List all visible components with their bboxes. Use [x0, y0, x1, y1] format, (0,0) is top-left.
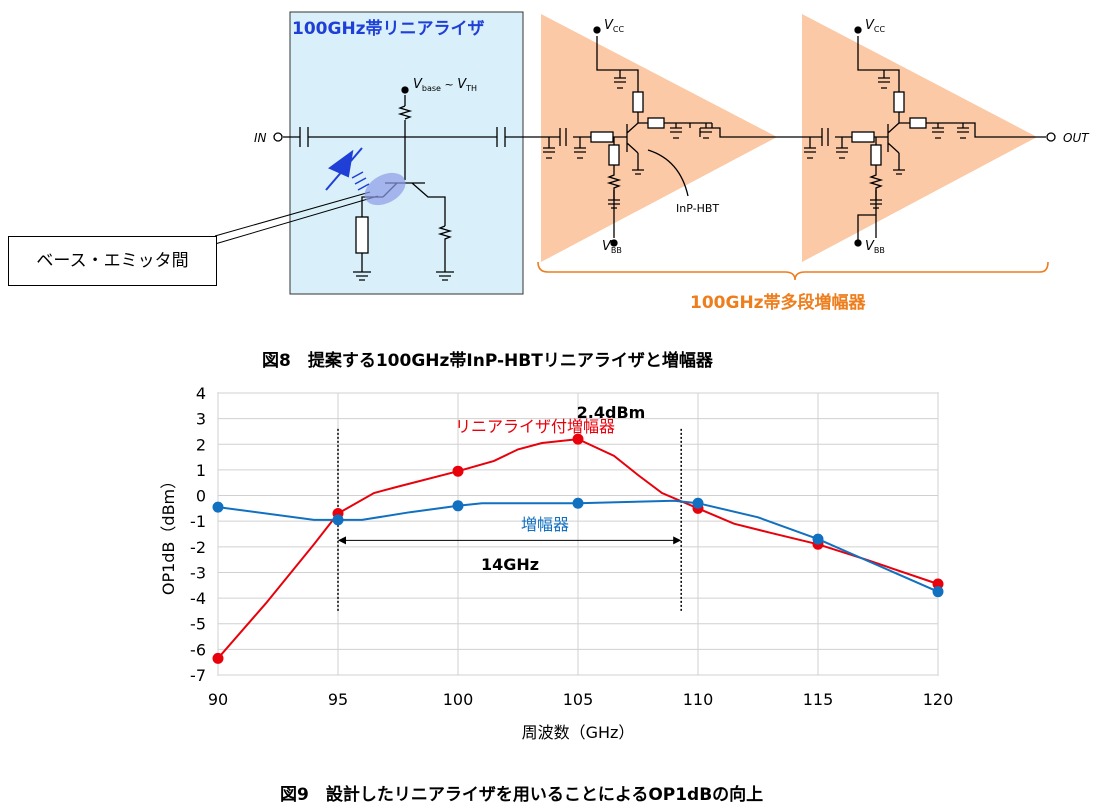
data-point-1	[692, 497, 704, 509]
stage1-output-resistor	[647, 117, 665, 129]
data-point-0	[932, 578, 944, 590]
y-tick-labels: -7 -6 -5 -4 -3 -2 -1 0 1 2 3 4	[190, 384, 206, 685]
amp-stage-2-triangle	[802, 14, 1037, 262]
stage1-output-line	[638, 122, 777, 138]
peak-annotation: 2.4dBm	[577, 403, 646, 422]
series-label-amplifier: 増幅器	[521, 515, 569, 534]
stage2-hbt	[887, 122, 900, 154]
y-tick-label: -7	[190, 666, 206, 685]
data-point-1	[812, 533, 824, 545]
stage2-vcc-label: VCC	[865, 18, 885, 34]
ground-symbol	[353, 271, 371, 281]
arrowhead-left	[338, 536, 346, 545]
x-tick-label: 100	[443, 690, 474, 709]
stage1-series-resistor	[590, 131, 614, 143]
in-label: IN	[254, 131, 267, 145]
stage2-vcc-node	[854, 26, 862, 34]
data-point-0	[572, 433, 584, 445]
chart-series	[212, 433, 944, 664]
y-tick-label: -1	[190, 512, 206, 531]
y-tick-label: -4	[190, 589, 206, 608]
amplifier-title: 100GHz帯多段増幅器	[690, 293, 866, 313]
vbase-node	[401, 86, 409, 94]
stage2-vbb-label: VBB	[865, 239, 885, 255]
x-tick-label: 120	[923, 690, 954, 709]
data-point-1	[452, 500, 464, 512]
stage1-base-bias	[606, 165, 622, 238]
amp-stage-1-triangle	[541, 14, 777, 262]
x-tick-label: 95	[328, 690, 348, 709]
stage1-input-capacitor	[559, 128, 567, 146]
ground-symbol	[436, 271, 454, 281]
linearizer-box	[289, 11, 524, 295]
y-tick-label: 1	[196, 461, 206, 480]
stage1-hbt	[626, 122, 639, 154]
data-point-1	[212, 501, 224, 513]
figure9-caption: 図9 設計したリニアライザを用いることによるOP1dBの向上	[280, 785, 764, 805]
stage2-input-capacitor	[821, 128, 829, 146]
diode-icon	[325, 147, 370, 191]
x-tick-label: 90	[208, 690, 228, 709]
coupling-capacitor-in	[299, 127, 309, 147]
stage1-vcc-node	[593, 26, 601, 34]
x-axis-label: 周波数（GHz）	[522, 723, 635, 742]
y-tick-label: 2	[196, 435, 206, 454]
base-emitter-callout: ベース・エミッタ間	[8, 236, 217, 286]
x-tick-labels: 90 95 100 105 110 115 120	[208, 690, 953, 709]
y-tick-label: 4	[196, 384, 206, 403]
coupling-capacitor-mid	[496, 127, 506, 147]
hbt-pointer	[647, 149, 689, 197]
stage1-vcc-label: VCC	[604, 18, 624, 34]
x-tick-label: 115	[803, 690, 834, 709]
stage1-collector-resistor	[632, 91, 644, 113]
series-line-0	[217, 438, 939, 659]
stage1-vbb-node	[610, 239, 618, 247]
x-tick-label: 105	[563, 690, 594, 709]
data-point-1	[332, 514, 344, 526]
out-label: OUT	[1063, 131, 1090, 145]
stage2-series-resistor	[851, 131, 875, 143]
y-tick-label: -5	[190, 615, 206, 634]
x-tick-label: 110	[683, 690, 714, 709]
stage1-collector-wire	[596, 36, 639, 123]
data-point-0	[212, 652, 224, 664]
arrowhead-right	[673, 536, 682, 545]
chart-annotations	[337, 428, 682, 611]
y-tick-label: 0	[196, 487, 206, 506]
out-terminal	[1046, 132, 1056, 142]
callout-pointer	[214, 191, 379, 245]
y-tick-label: -3	[190, 563, 206, 582]
base-emitter-highlight	[364, 172, 406, 206]
bias-resistor	[397, 105, 413, 120]
linearizer-title: 100GHz帯リニアライザ	[292, 19, 485, 39]
stage2-collector-resistor	[893, 91, 905, 113]
circuit-diagram: IN OUT Vbase ~ VTH VCC VCC VBB VBB InP-H…	[214, 11, 1090, 295]
collector-resistor	[437, 225, 453, 272]
series-line-1	[217, 499, 939, 593]
stage1-shunt-cap	[574, 137, 586, 159]
y-tick-label: -6	[190, 640, 206, 659]
stage1-vcc-decoupling	[614, 70, 626, 89]
figure8-caption: 図8 提案する100GHz帯InP-HBTリニアライザと増幅器	[262, 351, 713, 371]
stage2-base-resistor	[870, 144, 882, 166]
stage1-shunt-cap	[543, 137, 555, 159]
in-terminal	[273, 132, 283, 142]
y-axis-label: OP1dB（dBm）	[159, 473, 178, 595]
amplifier-bracket	[537, 261, 1049, 281]
series-label-linearized: リニアライザ付増幅器	[455, 417, 615, 436]
emitter-resistor	[355, 216, 369, 254]
data-point-1	[932, 586, 944, 598]
data-point-0	[452, 465, 464, 477]
bandwidth-annotation: 14GHz	[481, 555, 539, 574]
stage1-vbb-label: VBB	[602, 239, 622, 255]
stage1-emitter-ground	[632, 153, 644, 175]
stage1-base-resistor	[608, 144, 620, 166]
y-tick-label: 3	[196, 410, 206, 429]
data-point-1	[572, 497, 584, 509]
y-tick-label: -2	[190, 538, 206, 557]
hbt-label: InP-HBT	[676, 202, 719, 215]
vbase-label: Vbase ~ VTH	[413, 77, 477, 93]
